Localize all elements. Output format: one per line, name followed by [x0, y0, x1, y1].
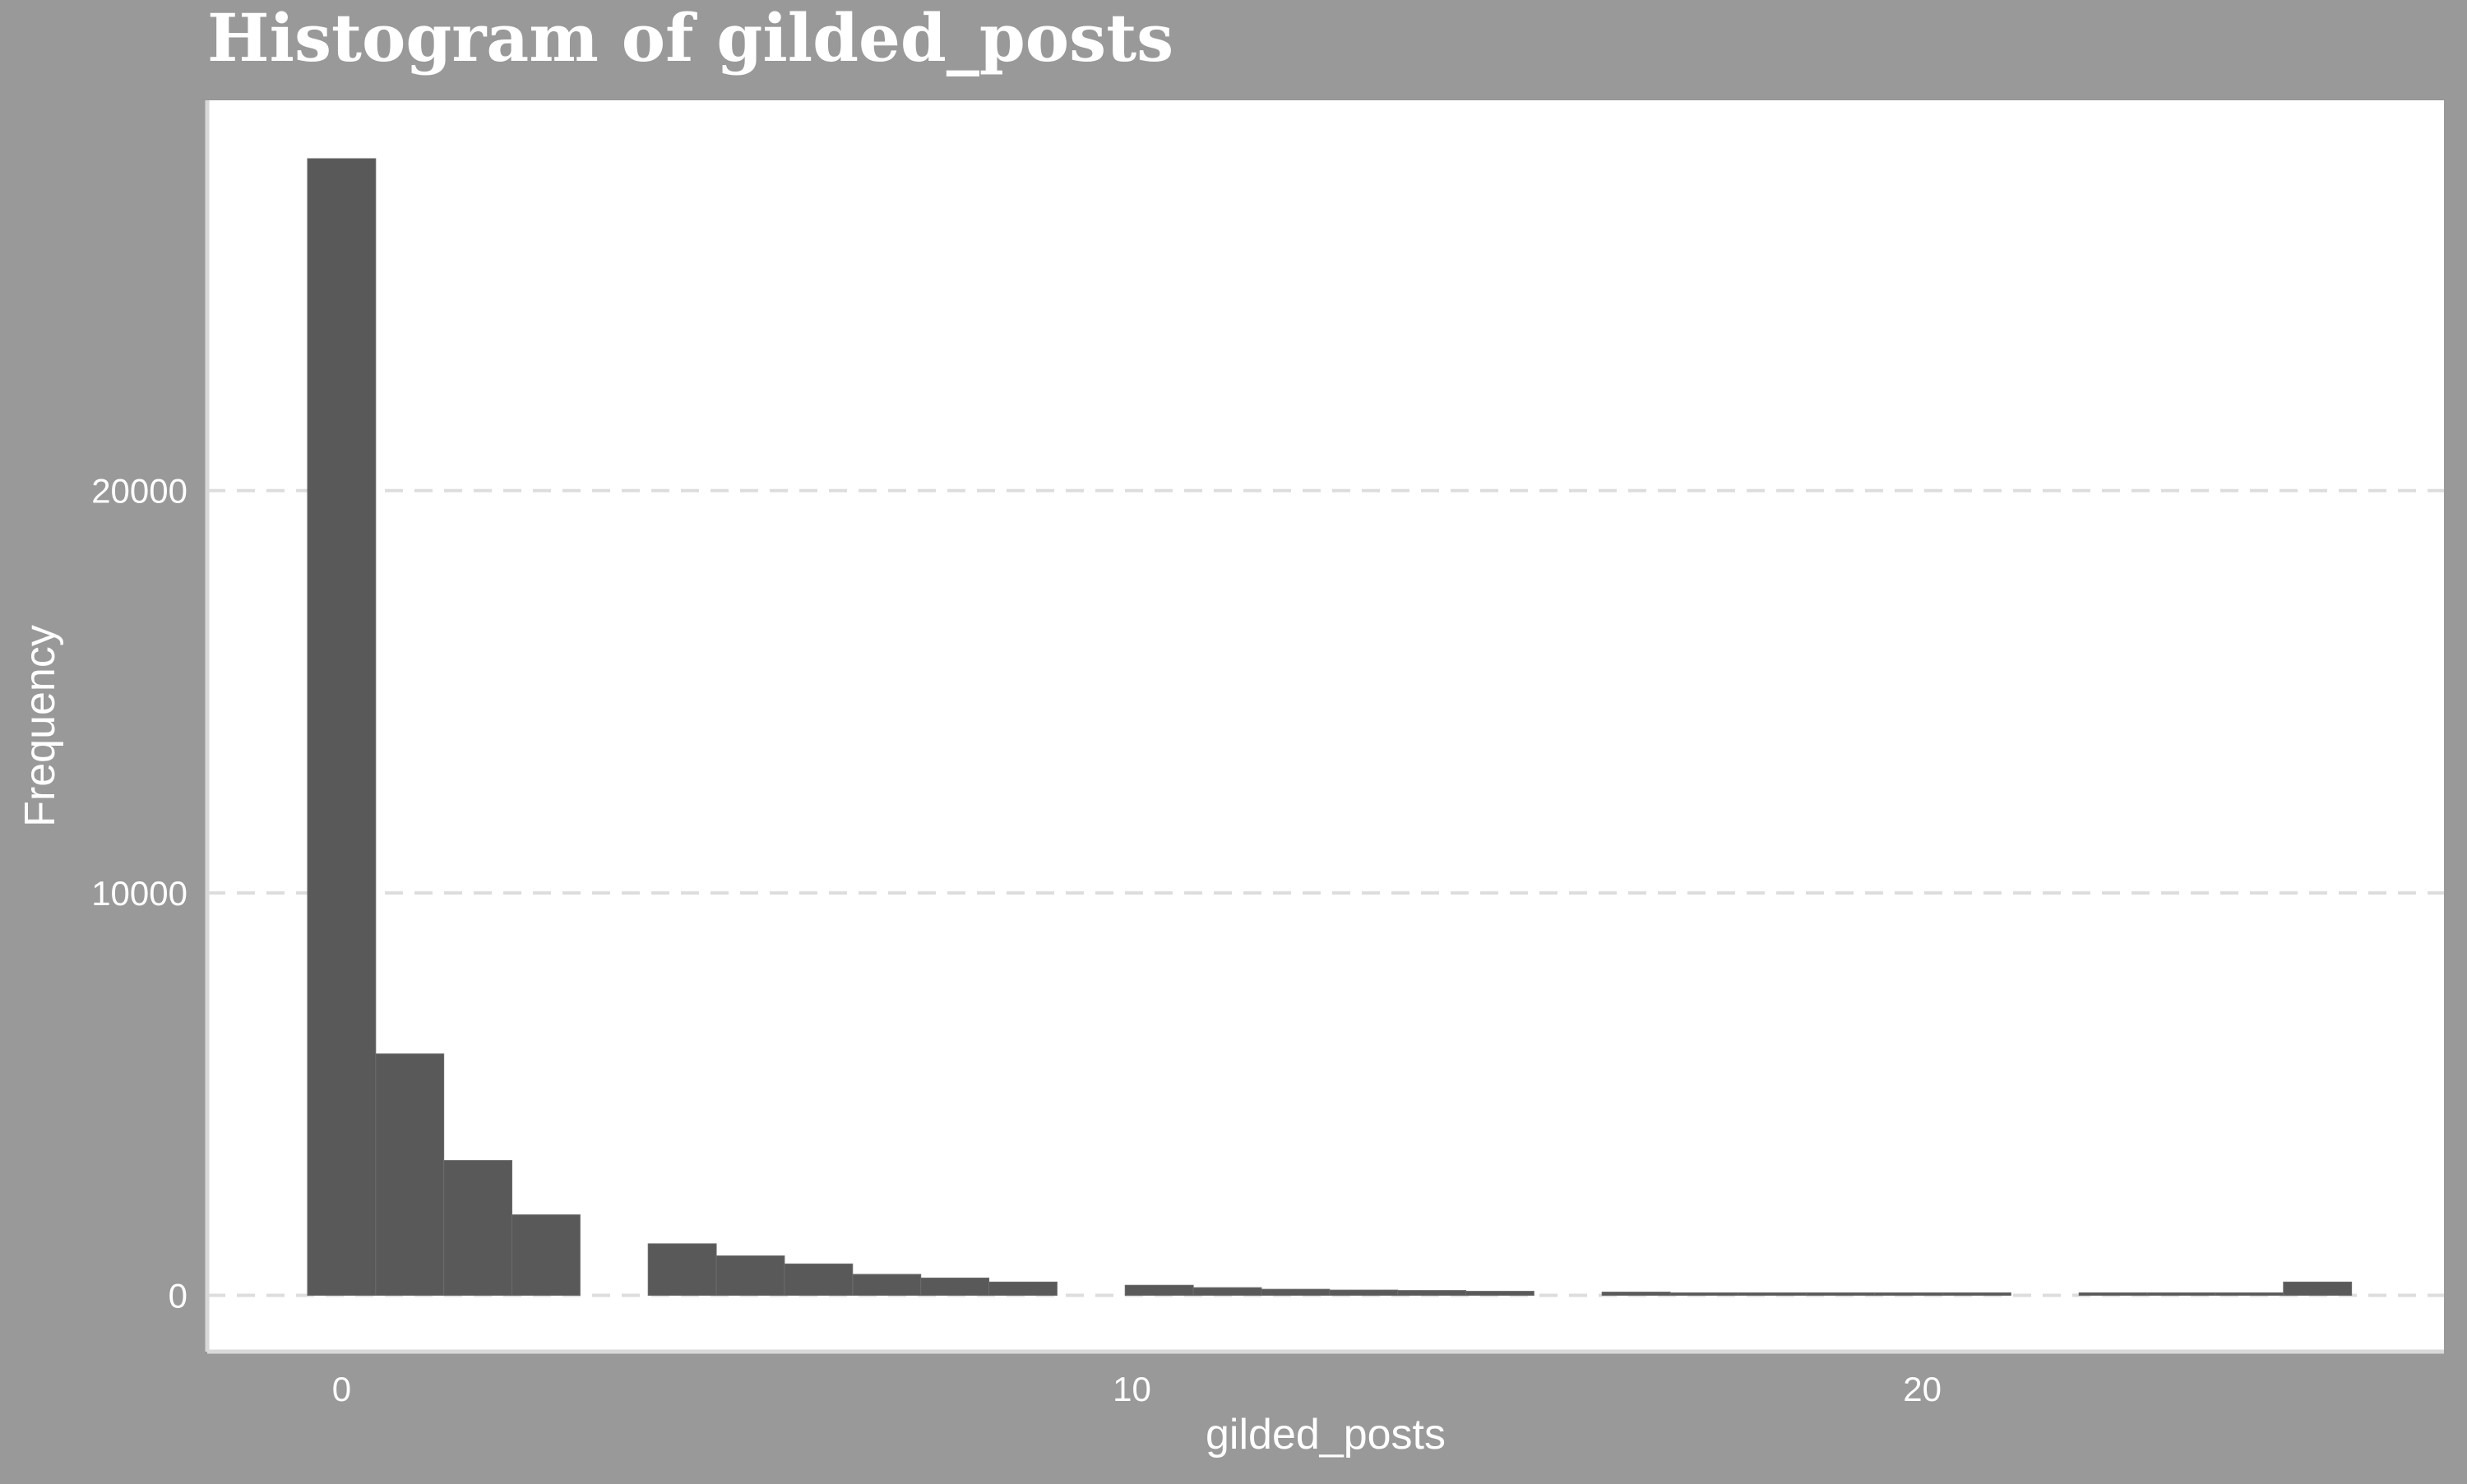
y-tick-label-20000: 20000	[91, 472, 187, 511]
histogram-bar-24	[1942, 1292, 2011, 1296]
histogram-bar-14	[1261, 1288, 1331, 1296]
histogram-bar-23	[1874, 1292, 1944, 1296]
histogram-bar-7	[784, 1263, 854, 1296]
histogram-bar-9	[920, 1277, 990, 1296]
histogram-bar-21	[1738, 1292, 1807, 1296]
histogram-bar-20	[1669, 1292, 1739, 1296]
x-tick-label-10: 10	[1113, 1370, 1151, 1408]
histogram-bar-29	[2283, 1281, 2353, 1296]
histogram-bar-28	[2215, 1292, 2284, 1296]
y-tick-label-0: 0	[169, 1276, 187, 1315]
histogram-bar-0	[307, 158, 377, 1296]
histogram-bar-19	[1601, 1292, 1671, 1296]
x-tick-labels: 0 10 20	[332, 1370, 1942, 1408]
y-axis-label: Frequency	[16, 625, 64, 827]
chart-title: Histogram of gilded_posts	[207, 0, 1173, 76]
x-tick-label-20: 20	[1903, 1370, 1942, 1408]
histogram-bar-6	[715, 1255, 785, 1296]
bars	[307, 158, 2353, 1296]
x-axis-label: gilded_posts	[1206, 1411, 1446, 1459]
histogram-bar-3	[511, 1214, 581, 1296]
x-tick-label-0: 0	[332, 1370, 351, 1408]
histogram-bar-16	[1397, 1290, 1467, 1296]
histogram-bar-26	[2078, 1292, 2148, 1296]
histogram-bar-13	[1192, 1287, 1262, 1296]
histogram-bar-10	[988, 1281, 1058, 1296]
histogram-bar-8	[852, 1274, 922, 1296]
histogram-bar-17	[1465, 1291, 1534, 1296]
y-tick-labels: 0 10000 20000	[91, 472, 187, 1315]
histogram-bar-5	[647, 1243, 717, 1296]
histogram-bar-12	[1124, 1284, 1194, 1296]
histogram-bar-15	[1329, 1289, 1399, 1296]
histogram-bar-1	[375, 1053, 445, 1296]
histogram-bar-27	[2146, 1292, 2216, 1296]
y-tick-label-10000: 10000	[91, 874, 187, 913]
histogram-bar-22	[1806, 1292, 1876, 1296]
plot-panel	[207, 100, 2444, 1352]
histogram-bar-2	[443, 1160, 513, 1296]
